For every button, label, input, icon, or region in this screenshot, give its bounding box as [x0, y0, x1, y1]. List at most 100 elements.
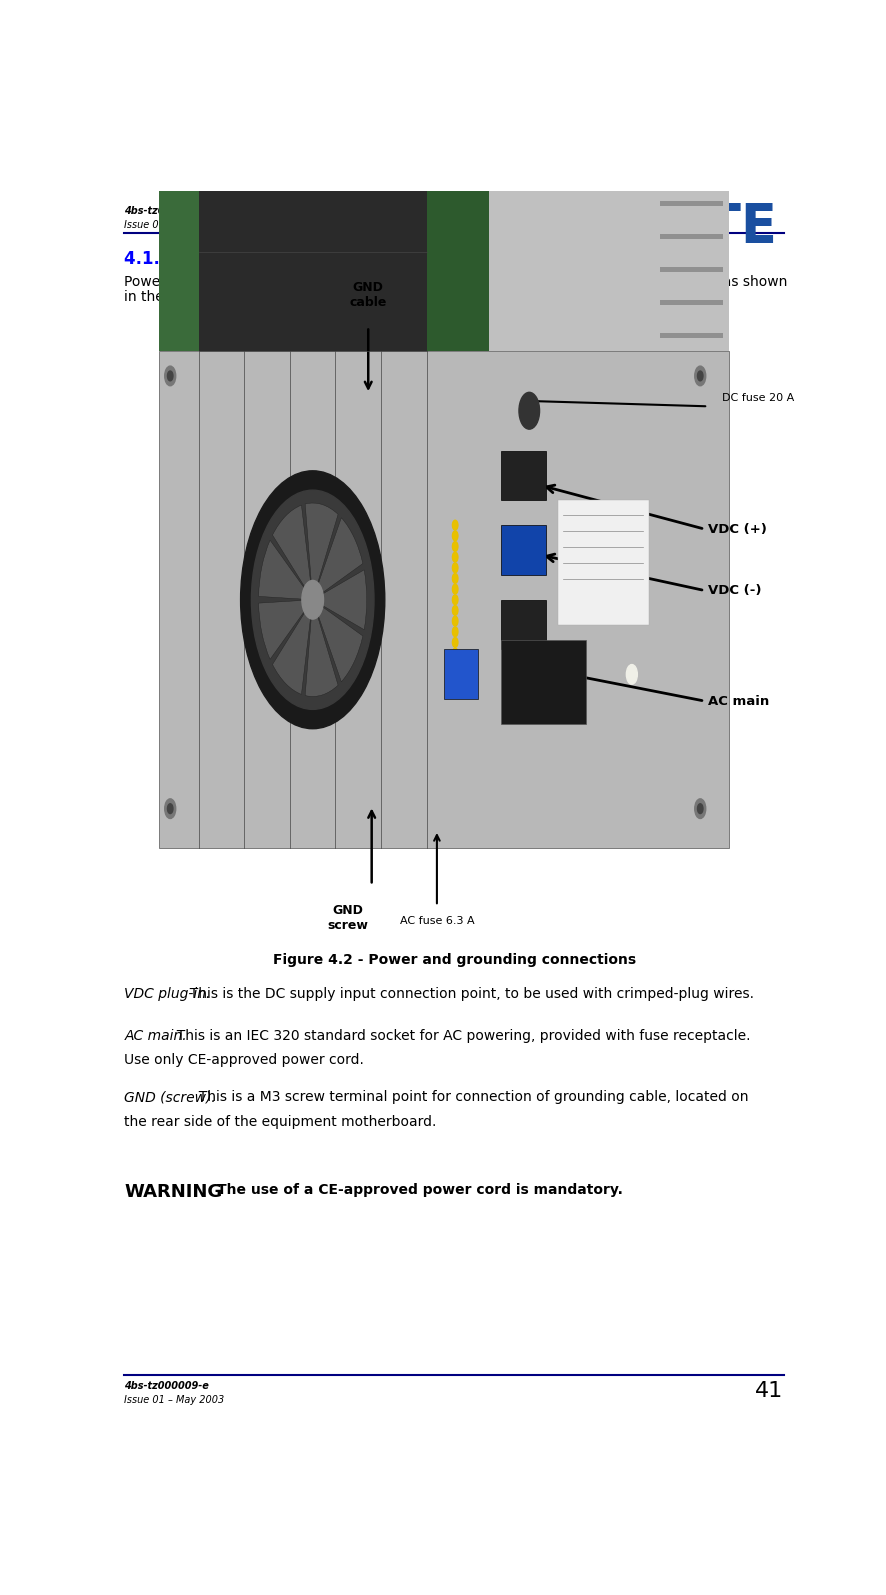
Point: [638, 538, 649, 557]
Point: [330, 341, 341, 360]
Bar: [501, 450, 547, 501]
Wedge shape: [305, 600, 338, 697]
Point: [330, 839, 341, 858]
Circle shape: [252, 490, 374, 710]
Point: [239, 341, 250, 360]
Point: [284, 341, 295, 360]
Point: [558, 522, 569, 541]
Point: [193, 242, 204, 262]
Text: GND (screw).: GND (screw).: [124, 1091, 216, 1104]
Point: [422, 341, 432, 360]
Circle shape: [697, 804, 703, 813]
Text: in the following figure.: in the following figure.: [124, 290, 281, 303]
Bar: [501, 600, 547, 649]
Text: AC fuse 6.3 A: AC fuse 6.3 A: [400, 916, 474, 927]
Circle shape: [453, 595, 458, 605]
Bar: [558, 501, 649, 625]
Circle shape: [453, 616, 458, 625]
Circle shape: [453, 531, 458, 541]
Text: AC main.: AC main.: [124, 1029, 187, 1043]
Circle shape: [167, 804, 173, 813]
Point: [558, 538, 569, 557]
Bar: [660, 266, 723, 271]
Text: This is the DC supply input connection point, to be used with crimped-plug wires: This is the DC supply input connection p…: [181, 987, 754, 1002]
Circle shape: [453, 563, 458, 573]
Point: [239, 839, 250, 858]
Circle shape: [453, 542, 458, 552]
Bar: [660, 300, 723, 305]
Circle shape: [453, 648, 458, 659]
Bar: [444, 649, 478, 699]
Text: WARNING: WARNING: [124, 1182, 222, 1201]
Bar: [159, 351, 729, 849]
Point: [638, 522, 649, 541]
Bar: [660, 167, 723, 172]
Bar: [501, 640, 587, 724]
Wedge shape: [313, 518, 363, 600]
Text: 4.1.2    Power and grounding: 4.1.2 Power and grounding: [124, 250, 396, 268]
Bar: [660, 234, 723, 239]
Point: [376, 341, 386, 360]
Wedge shape: [259, 600, 313, 659]
Text: The use of a CE-approved power cord is mandatory.: The use of a CE-approved power cord is m…: [217, 1182, 623, 1196]
Point: [638, 553, 649, 573]
Text: OTE: OTE: [660, 201, 777, 254]
Point: [638, 506, 649, 525]
Point: [193, 142, 204, 161]
Circle shape: [453, 606, 458, 616]
Text: This is a M3 screw terminal point for connection of grounding cable, located on: This is a M3 screw terminal point for co…: [190, 1091, 748, 1104]
Point: [422, 43, 432, 62]
Wedge shape: [273, 600, 313, 694]
Wedge shape: [259, 541, 313, 600]
Text: GND
screw: GND screw: [327, 904, 368, 931]
Point: [422, 839, 432, 858]
Circle shape: [453, 520, 458, 530]
Bar: [660, 100, 723, 105]
Point: [193, 341, 204, 360]
Point: [638, 569, 649, 589]
Circle shape: [453, 552, 458, 561]
Text: Issue 01 – May 2003: Issue 01 – May 2003: [124, 1396, 225, 1405]
Circle shape: [626, 665, 637, 684]
Bar: [660, 134, 723, 139]
Text: Use only CE-approved power cord.: Use only CE-approved power cord.: [124, 1053, 364, 1067]
Text: Issue 01 - May 2003: Issue 01 - May 2003: [124, 220, 223, 230]
Bar: [427, 0, 489, 351]
Text: 4bs-tz000009-e: 4bs-tz000009-e: [124, 1381, 209, 1391]
Point: [558, 553, 569, 573]
Circle shape: [241, 471, 385, 729]
Point: [558, 506, 569, 525]
Text: AC main: AC main: [708, 694, 769, 708]
Bar: [159, 0, 444, 351]
Circle shape: [167, 372, 173, 381]
Bar: [660, 2, 723, 6]
Text: VDC plug-in.: VDC plug-in.: [124, 987, 211, 1002]
Point: [422, 142, 432, 161]
Text: VDC (+): VDC (+): [708, 523, 767, 536]
Circle shape: [519, 392, 540, 429]
Circle shape: [453, 627, 458, 636]
Point: [376, 839, 386, 858]
Point: [558, 569, 569, 589]
Wedge shape: [305, 502, 338, 600]
Text: the rear side of the equipment motherboard.: the rear side of the equipment motherboa…: [124, 1115, 437, 1129]
Wedge shape: [313, 569, 367, 630]
Circle shape: [695, 367, 706, 386]
Text: VDC (-): VDC (-): [708, 584, 762, 597]
Circle shape: [302, 581, 323, 619]
Circle shape: [453, 638, 458, 648]
Point: [193, 839, 204, 858]
Point: [422, 341, 432, 360]
Bar: [660, 333, 723, 338]
Bar: [489, 0, 729, 351]
Bar: [660, 69, 723, 73]
Bar: [159, 0, 198, 351]
Point: [284, 839, 295, 858]
Text: DC fuse 20 A: DC fuse 20 A: [722, 392, 794, 402]
Circle shape: [453, 584, 458, 593]
Text: 4bs-tz000009-e: 4bs-tz000009-e: [124, 206, 209, 217]
Circle shape: [695, 799, 706, 818]
Point: [193, 341, 204, 360]
Point: [193, 43, 204, 62]
Circle shape: [697, 372, 703, 381]
